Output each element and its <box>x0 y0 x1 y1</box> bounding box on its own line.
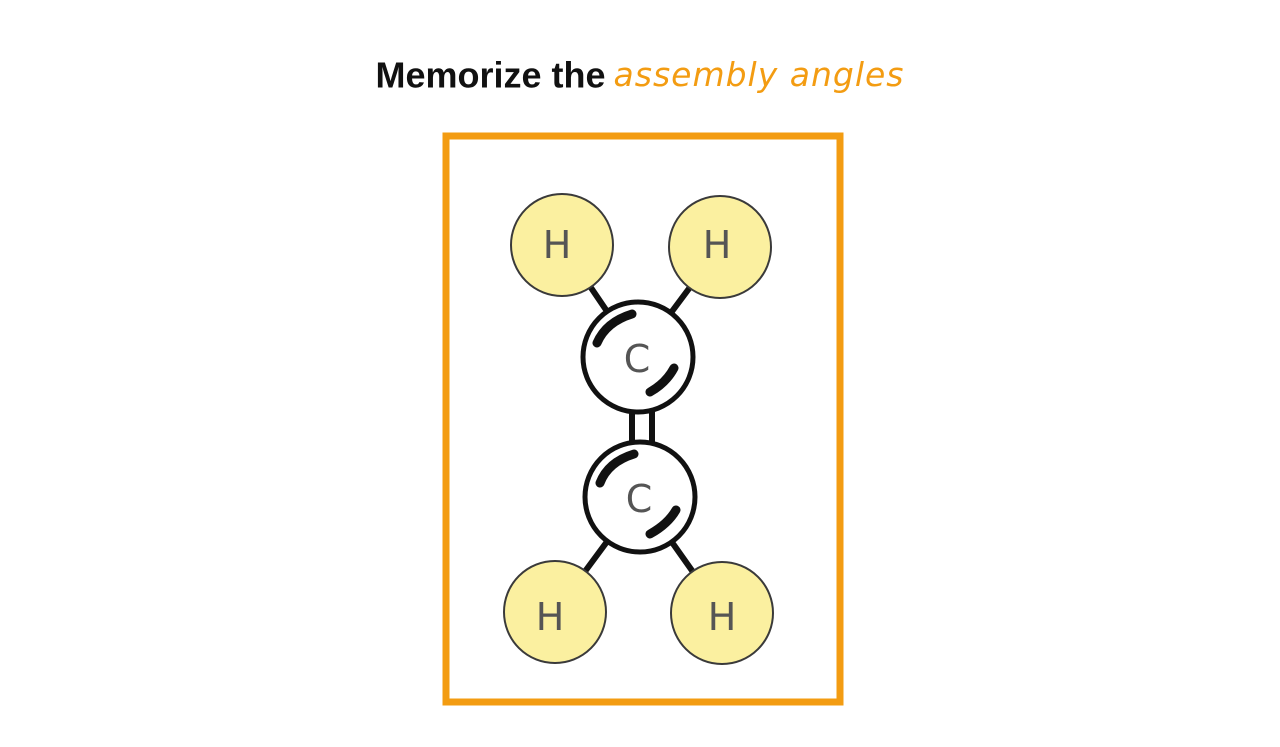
atom-h4: H <box>670 561 774 665</box>
page-title: Memorize the assembly angles <box>0 50 1280 100</box>
carbon-shadow <box>645 363 679 397</box>
hydrogen-atom <box>670 561 774 665</box>
hydrogen-atom <box>503 560 607 664</box>
carbon-shadow <box>645 505 681 539</box>
hydrogen-atom <box>510 193 614 297</box>
atom-c2: C <box>582 439 698 555</box>
atom-c1: C <box>580 299 696 415</box>
diagram-frame <box>442 132 844 706</box>
title-prefix: Memorize the <box>375 54 606 96</box>
atom-h3: H <box>503 560 607 664</box>
carbon-shine <box>592 309 637 348</box>
atom-label: C <box>626 477 653 521</box>
atom-label: H <box>708 595 737 639</box>
atom-label: H <box>703 223 732 267</box>
carbon-shine <box>595 449 639 488</box>
atom-label: H <box>543 223 572 267</box>
atom-label: C <box>624 337 651 381</box>
hydrogen-atom <box>668 195 772 299</box>
atom-h1: H <box>510 193 614 297</box>
atom-h2: H <box>668 195 772 299</box>
atom-label: H <box>536 595 565 639</box>
title-highlight: assembly angles <box>613 55 905 95</box>
